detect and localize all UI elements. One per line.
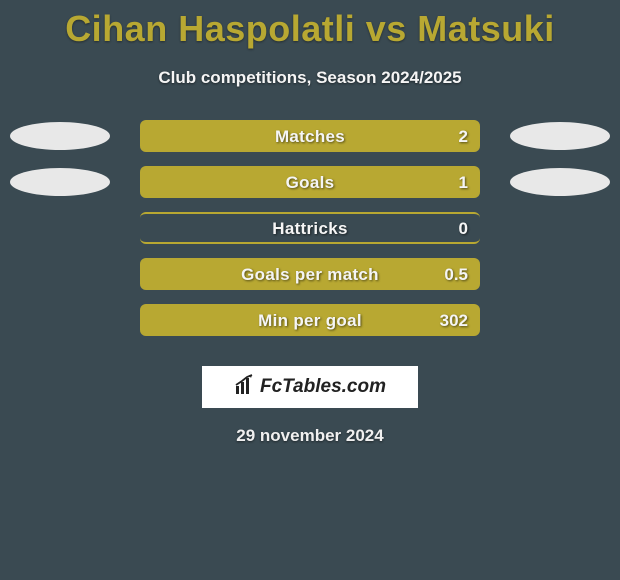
stat-label: Goals: [140, 173, 480, 193]
ellipse-left: [10, 168, 110, 196]
stat-bar: Min per goal302: [140, 304, 480, 336]
logo-text: FcTables.com: [260, 376, 386, 398]
stat-value: 0: [459, 219, 468, 239]
stat-value: 0.5: [444, 265, 468, 285]
stats-area: Matches2Goals1Hattricks0Goals per match0…: [0, 118, 620, 348]
stat-row: Min per goal302: [0, 302, 620, 348]
stat-value: 302: [440, 311, 468, 331]
date-text: 29 november 2024: [0, 408, 620, 446]
stat-bar: Hattricks0: [140, 212, 480, 244]
stat-value: 2: [459, 127, 468, 147]
stat-row: Matches2: [0, 118, 620, 164]
logo-inner: FcTables.com: [234, 374, 386, 401]
stat-bar: Matches2: [140, 120, 480, 152]
stat-row: Goals1: [0, 164, 620, 210]
stat-value: 1: [459, 173, 468, 193]
logo-box: FcTables.com: [202, 366, 418, 408]
ellipse-right: [510, 122, 610, 150]
stat-bar: Goals per match0.5: [140, 258, 480, 290]
stat-label: Goals per match: [140, 265, 480, 285]
stat-label: Hattricks: [140, 219, 480, 239]
page-title: Cihan Haspolatli vs Matsuki: [0, 0, 620, 50]
chart-icon: [234, 374, 256, 401]
ellipse-right: [510, 168, 610, 196]
stat-row: Goals per match0.5: [0, 256, 620, 302]
stat-label: Matches: [140, 127, 480, 147]
ellipse-left: [10, 122, 110, 150]
stat-row: Hattricks0: [0, 210, 620, 256]
stat-label: Min per goal: [140, 311, 480, 331]
subtitle: Club competitions, Season 2024/2025: [0, 50, 620, 88]
stat-bar: Goals1: [140, 166, 480, 198]
